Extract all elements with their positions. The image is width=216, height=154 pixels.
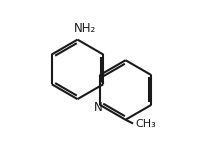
Text: CH₃: CH₃ (135, 119, 156, 129)
Text: NH₂: NH₂ (74, 22, 96, 35)
Text: N: N (94, 101, 103, 114)
